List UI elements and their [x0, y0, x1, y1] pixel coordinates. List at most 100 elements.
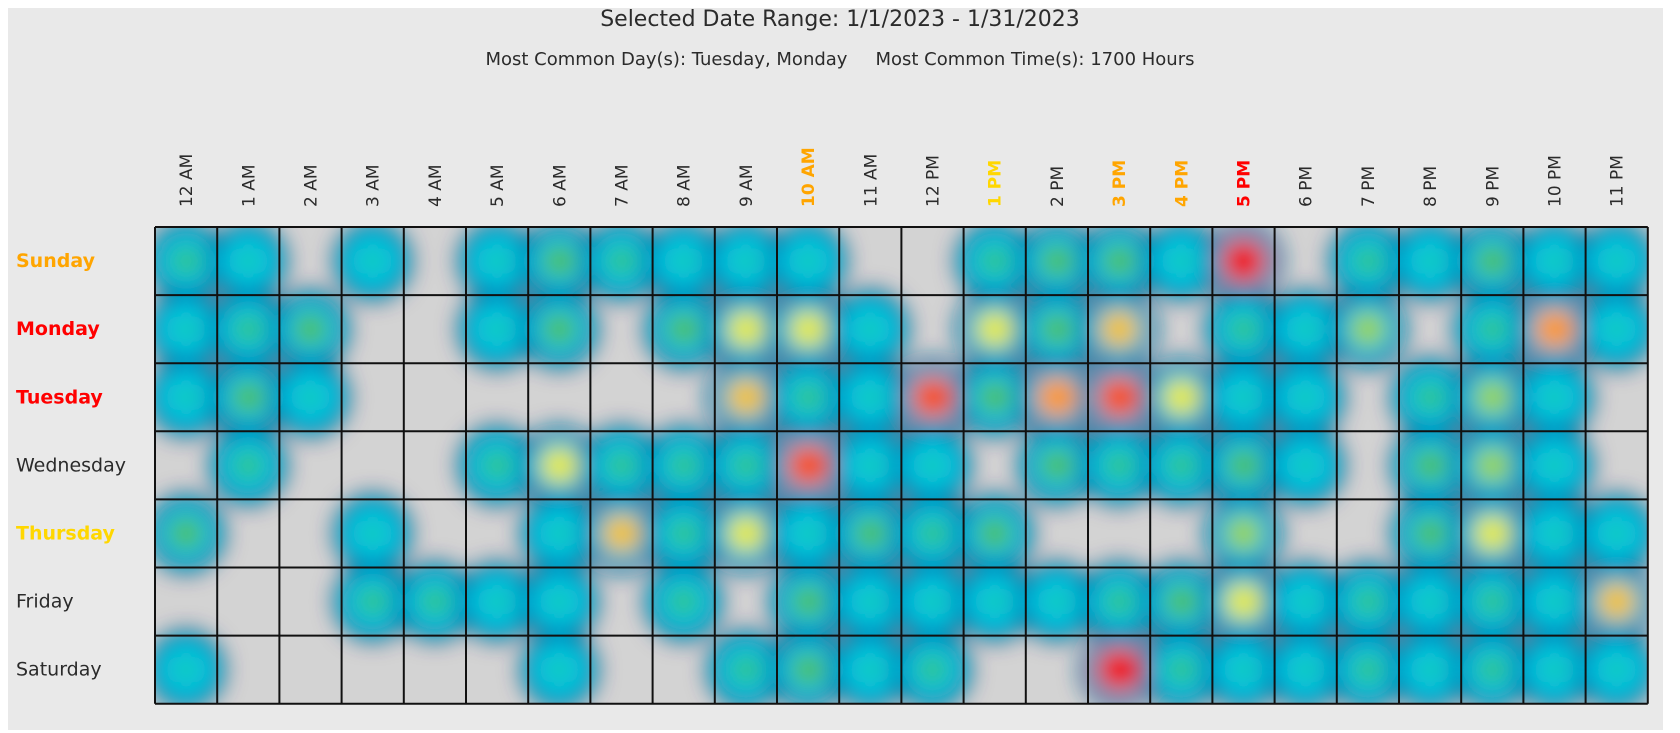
heat-cell-1-15 [1099, 309, 1140, 349]
heat-cell-3-5 [482, 450, 513, 480]
heat-cell-1-21 [1477, 314, 1508, 344]
heat-cell-5-23 [1596, 582, 1637, 622]
hour-label-15: 3 PM [1110, 160, 1130, 207]
heat-cell-0-3 [359, 247, 387, 275]
heat-cell-3-20 [1413, 449, 1447, 482]
heat-cell-1-22 [1533, 308, 1576, 350]
summary-line: Most Common Day(s): Tuesday, Monday Most … [0, 44, 1680, 76]
heat-cell-5-11 [856, 588, 884, 615]
heat-cell-3-21 [1474, 448, 1510, 483]
heat-cell-2-14 [1035, 376, 1079, 418]
hour-label-13: 1 PM [986, 160, 1006, 207]
heat-cell-6-20 [1416, 656, 1444, 683]
heat-cell-4-10 [794, 520, 822, 547]
hour-label-19: 7 PM [1359, 166, 1379, 207]
heat-cell-5-17 [1224, 583, 1263, 620]
day-label-4: Thursday [16, 522, 116, 544]
hour-label-6: 6 AM [550, 164, 570, 207]
heat-cell-5-3 [357, 586, 388, 617]
hour-label-18: 6 PM [1297, 166, 1317, 207]
heat-cell-1-23 [1603, 315, 1631, 343]
heat-cell-6-16 [1166, 655, 1197, 685]
heat-cell-0-7 [606, 246, 637, 276]
heat-cell-3-17 [1227, 449, 1260, 482]
heat-cell-3-18 [1292, 452, 1320, 479]
heat-cell-0-22 [1540, 247, 1569, 275]
heat-cell-2-17 [1229, 383, 1258, 411]
heat-cell-4-6 [545, 520, 573, 547]
heat-cell-4-21 [1473, 515, 1511, 552]
heat-cell-5-18 [1292, 588, 1320, 615]
hour-label-17: 5 PM [1235, 160, 1255, 207]
heat-cell-1-8 [667, 313, 700, 345]
heat-cell-4-3 [359, 520, 387, 547]
heat-cell-3-11 [856, 452, 884, 479]
hour-label-22: 10 PM [1546, 155, 1566, 207]
heat-cell-1-13 [976, 310, 1014, 348]
hour-label-12: 12 PM [924, 155, 944, 207]
heat-cell-4-20 [1413, 517, 1447, 550]
heat-cell-1-5 [483, 315, 511, 343]
heat-cell-6-0 [172, 656, 200, 683]
heat-cell-4-23 [1603, 520, 1631, 547]
heat-cell-3-16 [1166, 450, 1197, 480]
heat-cell-2-12 [910, 375, 955, 420]
heat-cell-5-4 [419, 586, 450, 617]
heat-cell-4-22 [1540, 520, 1569, 547]
hour-label-16: 4 PM [1172, 160, 1192, 207]
heat-cell-4-11 [854, 517, 887, 550]
heat-cell-6-11 [856, 656, 884, 683]
hour-label-2: 2 AM [302, 164, 322, 207]
day-label-5: Friday [16, 591, 74, 613]
heat-cell-5-10 [791, 585, 825, 618]
most-common-days: Most Common Day(s): Tuesday, Monday [485, 49, 848, 70]
day-label-6: Saturday [16, 659, 102, 681]
heat-cell-5-13 [981, 588, 1009, 615]
heat-cell-0-21 [1476, 245, 1509, 277]
heat-cell-1-6 [543, 313, 576, 345]
heat-cell-6-18 [1292, 656, 1320, 683]
heat-cell-4-17 [1226, 516, 1261, 551]
heat-cell-0-15 [1102, 245, 1136, 277]
heat-cell-2-16 [1162, 378, 1200, 416]
heat-cell-2-1 [232, 381, 265, 414]
heat-cell-2-9 [725, 377, 766, 417]
heat-cell-0-6 [543, 245, 576, 277]
heat-cell-5-16 [1165, 585, 1198, 618]
heat-cell-1-17 [1228, 314, 1259, 344]
heat-cell-0-10 [794, 247, 822, 275]
heat-cell-3-12 [918, 452, 947, 479]
heat-cell-0-13 [979, 246, 1010, 276]
heat-cell-3-9 [730, 450, 761, 480]
heat-cell-5-12 [918, 588, 947, 615]
hour-label-8: 8 AM [675, 164, 695, 207]
heat-cell-1-1 [233, 314, 264, 344]
heat-cell-0-16 [1167, 247, 1195, 275]
heat-cell-5-20 [1416, 588, 1444, 615]
hour-label-14: 2 PM [1048, 166, 1068, 207]
heat-cell-6-9 [730, 655, 761, 685]
heat-cell-6-15 [1095, 646, 1143, 693]
heat-cell-5-6 [545, 588, 573, 615]
heat-cell-0-20 [1416, 247, 1444, 275]
heat-cell-0-14 [1040, 245, 1074, 277]
heat-cell-3-8 [668, 450, 699, 480]
hour-label-7: 7 AM [613, 164, 633, 207]
hour-label-20: 8 PM [1421, 166, 1441, 207]
heat-cell-0-9 [732, 247, 760, 275]
heat-cell-4-8 [668, 518, 699, 549]
heat-cell-5-5 [483, 588, 511, 615]
heat-cell-0-5 [483, 247, 511, 275]
heat-cell-2-18 [1292, 383, 1320, 411]
heat-cell-6-23 [1603, 656, 1631, 683]
heat-cell-0-8 [670, 247, 698, 275]
heat-cell-2-20 [1415, 382, 1446, 412]
heat-cell-6-10 [791, 653, 825, 686]
heat-cell-4-7 [601, 513, 642, 553]
heat-cell-1-19 [1350, 312, 1386, 347]
heat-cell-4-13 [978, 517, 1011, 550]
heat-cell-2-22 [1540, 383, 1569, 411]
hour-label-23: 11 PM [1608, 155, 1628, 207]
day-label-3: Wednesday [16, 454, 126, 476]
